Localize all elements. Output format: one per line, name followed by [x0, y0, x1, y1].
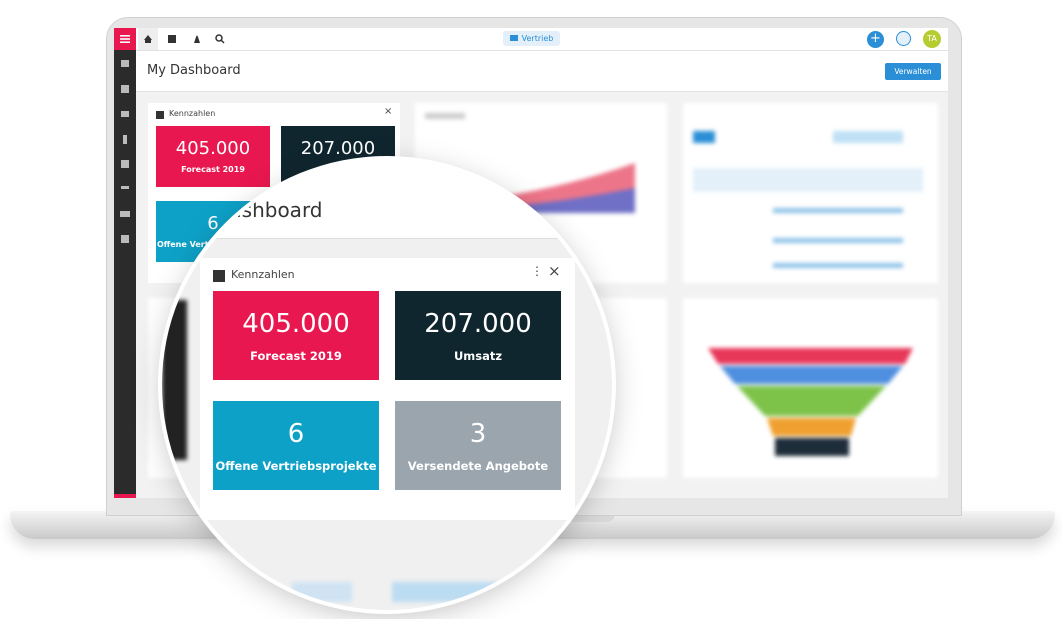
kpi-value: 405.000	[242, 309, 350, 339]
menu-button[interactable]	[114, 28, 136, 50]
kpi-label: Offene Vertriebsprojekte	[215, 459, 377, 473]
zoomed-sidebar	[162, 300, 187, 460]
kpi-value: 207.000	[424, 309, 532, 339]
header: My Dashboard Verwalten	[136, 50, 948, 92]
kpi-value: 207.000	[300, 138, 376, 159]
widget-icon	[213, 270, 225, 282]
menu-dots[interactable]: ⋮	[531, 264, 543, 278]
kpi-label: Umsatz	[453, 349, 503, 363]
history-button[interactable]	[896, 31, 911, 46]
sidebar	[114, 28, 136, 498]
page-title: My Dashboard	[147, 63, 241, 78]
menu-icon	[120, 35, 130, 43]
kpi-label: Forecast 2019	[250, 349, 342, 363]
kpi-tile: 3 Versendete Angebote	[395, 401, 561, 490]
zoomed-blur-element	[292, 582, 352, 602]
kpi-value: 405.000	[175, 138, 251, 159]
context-button[interactable]: Vertrieb	[503, 31, 560, 46]
widget-title: Kennzahlen	[231, 268, 295, 281]
widget	[683, 103, 938, 283]
zoomed-kpi-widget: Kennzahlen ⋮ × 405.000 Forecast 2019 207.…	[200, 258, 575, 520]
close-button[interactable]: ×	[548, 262, 561, 280]
sidebar-icons	[120, 60, 130, 243]
zoomed-blur-element	[392, 582, 512, 602]
kpi-value: 6	[287, 419, 305, 449]
kpi-tile: 207.000 Umsatz	[395, 291, 561, 380]
topbar-icons	[138, 28, 225, 50]
magnifier: Dashboard Kennzahlen ⋮ × 405.000 Forecast…	[162, 160, 612, 610]
topbar: Vertrieb + TA	[136, 28, 948, 50]
kpi-tile: 6 Offene Vertriebsprojekte	[213, 401, 379, 490]
widget	[683, 298, 938, 478]
widget-icon	[156, 111, 164, 119]
kpi-label: Versendete Angebote	[407, 459, 549, 473]
funnel	[708, 348, 913, 456]
context-label: Vertrieb	[521, 34, 554, 43]
kpi-tile: 405.000 Forecast 2019	[213, 291, 379, 380]
add-button[interactable]: +	[867, 31, 884, 48]
zoomed-header	[187, 160, 612, 239]
close-button[interactable]: ×	[384, 106, 393, 117]
sidebar-accent	[114, 494, 136, 498]
widget-title: Kennzahlen	[169, 109, 216, 118]
list	[693, 131, 923, 268]
manage-button[interactable]: Verwalten	[885, 63, 941, 80]
kpi-value: 3	[469, 419, 487, 449]
zoomed-title: Dashboard	[214, 198, 323, 222]
avatar[interactable]: TA	[923, 30, 941, 48]
